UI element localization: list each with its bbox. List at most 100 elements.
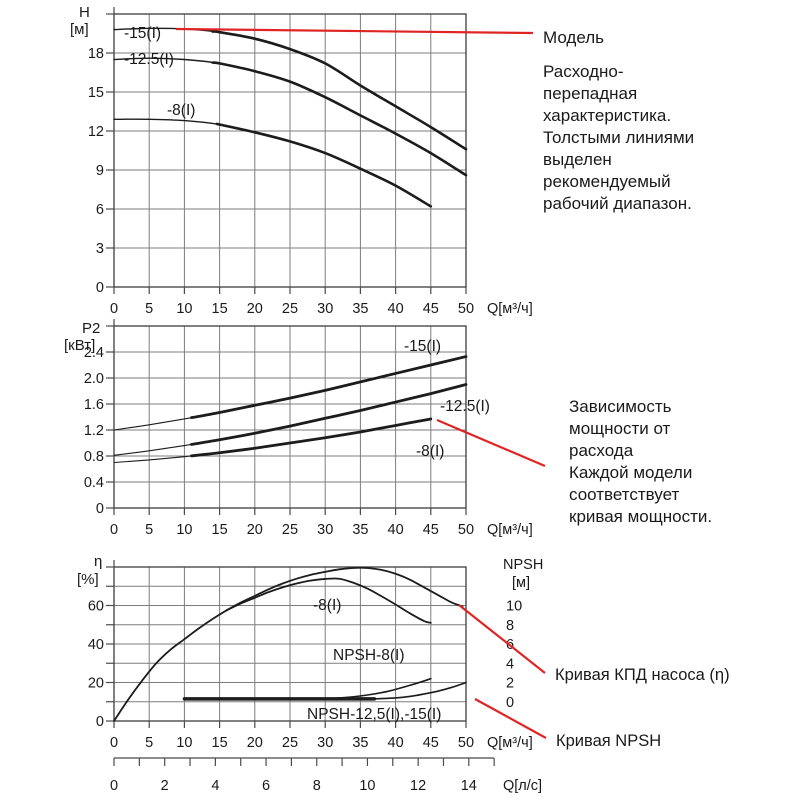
x-tick-label: 35 xyxy=(352,522,368,538)
red-leader-line xyxy=(175,27,534,35)
y-tick-label: 20 xyxy=(88,676,104,692)
curve-label: -15(I) xyxy=(124,25,161,42)
x-tick-label: 5 xyxy=(145,735,153,751)
annotation-model-label: Модель xyxy=(543,28,605,47)
annotation-line: мощности от xyxy=(569,419,671,438)
annotation-line: Расходно- xyxy=(543,62,624,81)
y-tick-label: 0 xyxy=(96,501,104,517)
y-tick-label: 1.6 xyxy=(84,397,104,413)
y2-tick-label: 10 xyxy=(506,599,522,615)
y-tick-label: 40 xyxy=(88,637,104,653)
x-tick-label: 5 xyxy=(145,301,153,317)
curve--8(I) xyxy=(113,118,432,208)
curve-label: -8(I) xyxy=(416,443,444,460)
curve-thick--8(I) xyxy=(215,122,433,208)
y-tick-label: 18 xyxy=(88,46,104,62)
x-tick-label: 50 xyxy=(458,522,474,538)
x-tick-label: 30 xyxy=(317,301,333,317)
curve-label: -12.5(I) xyxy=(124,51,174,68)
y2-tick-label: 4 xyxy=(506,656,514,672)
y-tick-label: 9 xyxy=(96,163,104,179)
x-axis-unit-label: Q[м³/ч] xyxy=(487,522,533,538)
annotation-line: рекомендуемый xyxy=(543,172,671,191)
y2-axis-name: [м] xyxy=(512,575,530,591)
x-tick-label: 20 xyxy=(247,301,263,317)
x-tick-label: 0 xyxy=(110,522,118,538)
annotation-line: Толстыми линиями xyxy=(543,128,695,147)
red-leader-line xyxy=(436,418,546,468)
y-tick-label: 0.8 xyxy=(84,449,104,465)
y-tick-label: 12 xyxy=(88,124,104,140)
x2-tick-label: 0 xyxy=(110,778,118,794)
x2-tick-label: 8 xyxy=(313,778,321,794)
x-tick-label: 30 xyxy=(317,735,333,751)
y-axis-name: H xyxy=(79,4,90,21)
power-chart: 0 5 10 15 20 25 30 35 40 45 50 Q[м³/ч] 2.4 2.0 1.6 1.2 0… xyxy=(64,319,533,538)
x-tick-label: 25 xyxy=(282,735,298,751)
y-tick-label: 0 xyxy=(96,280,104,296)
x-tick-label: 15 xyxy=(212,301,228,317)
x-tick-label: 40 xyxy=(388,735,404,751)
red-leader-lines xyxy=(175,27,547,739)
y-tick-label: 60 xyxy=(88,599,104,615)
x-tick-label: 20 xyxy=(247,522,263,538)
x-tick-label: 20 xyxy=(247,735,263,751)
y-tick-label: 3 xyxy=(96,241,104,257)
x-tick-label: 5 xyxy=(145,522,153,538)
curve-thick--15(I) xyxy=(211,30,468,151)
curve-label: -8(I) xyxy=(167,102,195,119)
y2-tick-label: 8 xyxy=(506,618,514,634)
y-axis-name: P2 xyxy=(82,320,100,337)
x-tick-label: 10 xyxy=(176,735,192,751)
curve-η-8(I) xyxy=(225,577,432,624)
head-chart: 0 5 10 15 20 25 30 35 40 45 50 Q[м³/ч]1815129630H[м… xyxy=(70,4,533,317)
annotation-npsh-curve-label: Кривая NPSH xyxy=(556,732,662,750)
x-axis-unit-label: Q[м³/ч] xyxy=(487,735,533,751)
annotation-efficiency-curve-label: Кривая КПД насоса (η) xyxy=(555,666,730,684)
y2-tick-label: 2 xyxy=(506,676,514,692)
x-tick-label: 40 xyxy=(388,522,404,538)
y-axis-name: η xyxy=(94,553,102,570)
x-tick-label: 25 xyxy=(282,522,298,538)
x-tick-label: 10 xyxy=(176,301,192,317)
x-tick-label: 50 xyxy=(458,735,474,751)
annotation-line: перепадная xyxy=(543,84,638,103)
x2-tick-label: 10 xyxy=(359,778,375,794)
x2-tick-label: 4 xyxy=(211,778,219,794)
annotation-flow-head-note: Расходно- перепадная характеристика. Тол… xyxy=(543,61,694,215)
x2-axis-unit-label: Q[л/с] xyxy=(503,778,542,794)
y-tick-label: 0.4 xyxy=(84,475,104,491)
y2-axis-name: NPSH xyxy=(503,557,543,573)
y-tick-label: 0 xyxy=(96,714,104,730)
curve-thick--12.5(I) xyxy=(211,61,468,177)
x-tick-label: 35 xyxy=(352,735,368,751)
curve-label: -15(I) xyxy=(404,338,441,355)
efficiency-npsh-chart: 0 5 10 15 20 25 30 35 40 45 50 Q[м³/ч]6040200η[%]10… xyxy=(77,553,543,794)
curve-NPSH-12,5(I),-15(I) xyxy=(373,681,467,700)
x-tick-label: 10 xyxy=(176,522,192,538)
x-axis-unit-label: Q[м³/ч] xyxy=(487,301,533,317)
curve-label: -12.5(I) xyxy=(440,398,490,415)
y-tick-label: 15 xyxy=(88,85,104,101)
annotation-line: выделен xyxy=(543,150,612,169)
x-tick-label: 50 xyxy=(458,301,474,317)
x-tick-label: 45 xyxy=(423,522,439,538)
curve-thick--15(I) xyxy=(190,355,468,420)
y-tick-label: 2.4 xyxy=(84,345,104,361)
x2-tick-label: 2 xyxy=(161,778,169,794)
curve-label: NPSH-8(I) xyxy=(333,647,404,664)
x-tick-label: 45 xyxy=(423,735,439,751)
x2-tick-label: 12 xyxy=(410,778,426,794)
curve-thick--8(I) xyxy=(190,417,433,458)
curve-label: -8(I) xyxy=(313,597,341,614)
curve-NPSH-8(I) xyxy=(324,677,432,700)
curve-η-12,5(I),-15(I) xyxy=(113,566,464,722)
x-tick-label: 15 xyxy=(212,522,228,538)
x2-tick-label: 14 xyxy=(461,778,477,794)
y-tick-label: 6 xyxy=(96,202,104,218)
plot-border xyxy=(113,325,467,509)
x2-tick-label: 6 xyxy=(262,778,270,794)
annotation-line: кривая мощности. xyxy=(569,507,713,526)
red-leader-line xyxy=(474,698,547,739)
